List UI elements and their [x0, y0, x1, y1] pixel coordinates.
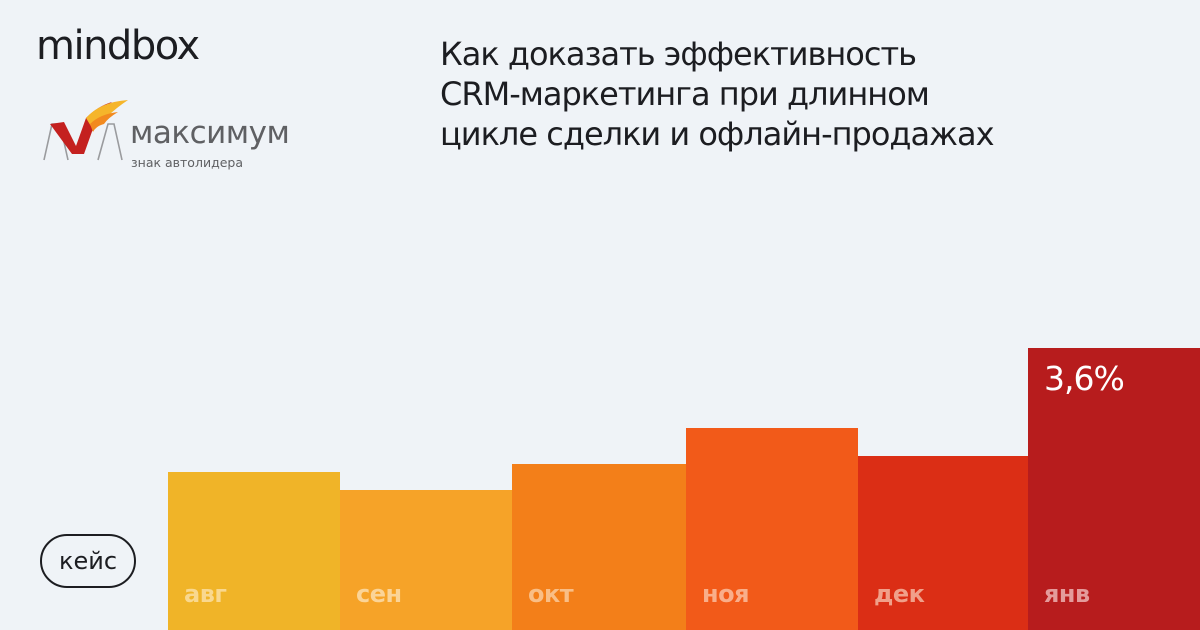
- bar-value: 3,6%: [1044, 359, 1125, 398]
- page-title: Как доказать эффективность CRM-маркетинг…: [440, 34, 1160, 154]
- partner-tagline: знак автолидера: [131, 155, 243, 170]
- bar-label: ноя: [702, 580, 749, 608]
- bar-label: сен: [356, 580, 402, 608]
- maximum-logo: максимум знак автолидера: [38, 98, 318, 178]
- bar-label: дек: [874, 580, 925, 608]
- chart-bar-4: дек: [858, 456, 1028, 630]
- title-line: Как доказать эффективность: [440, 35, 917, 73]
- title-line: цикле сделки и офлайн-продажах: [440, 115, 995, 153]
- chart-bar-5: янв 3,6%: [1028, 348, 1200, 630]
- chart-bar-0: авг: [168, 472, 340, 630]
- chart-bar-2: окт: [512, 464, 686, 630]
- title-line: CRM-маркетинга при длинном: [440, 75, 930, 113]
- partner-name: максимум: [130, 115, 290, 151]
- chart-bar-3: ноя: [686, 428, 858, 630]
- case-badge: кейс: [40, 534, 136, 588]
- chart-bar-1: сен: [340, 490, 512, 630]
- bar-label: окт: [528, 580, 574, 608]
- mindbox-logo: mindbox: [36, 23, 200, 69]
- maximum-emblem-icon: [43, 100, 128, 161]
- bar-label: авг: [184, 580, 227, 608]
- bar-label: янв: [1044, 580, 1090, 608]
